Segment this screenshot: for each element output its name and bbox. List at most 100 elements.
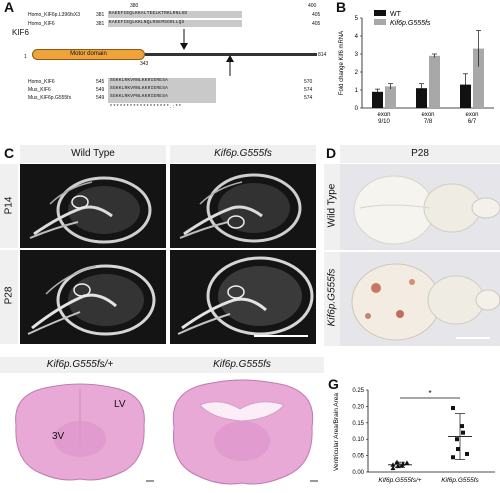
panel-g-letter: G (328, 376, 339, 392)
y-tick-label: 0.15 (352, 421, 364, 427)
seq-name: Homo_KIF6 (28, 79, 55, 85)
y-tick-label: 0.10 (352, 437, 364, 443)
row-label-p14: P14 (3, 196, 15, 215)
bar (385, 86, 396, 108)
seq-name: Homo_KIF6p.L396fsX3 (28, 12, 80, 18)
x-tick-label: 7/8 (424, 119, 433, 125)
brain-section-het: LV 3V (0, 375, 160, 487)
seq-text: SGKKLRKVRNLKKRIERESA (110, 86, 169, 91)
x-tick-label: 6/7 (468, 119, 477, 125)
brain-photo-wt (340, 164, 500, 250)
panel-d-header: P28 (340, 145, 500, 163)
bottom-alignment: Homo_KIF6 545 SGKKLRKVRNLKKRIERESA 570 M… (28, 78, 328, 111)
x-tick-label: Kif6p.G555fs (441, 477, 479, 484)
data-point (404, 460, 410, 465)
top-number-right: 400 (308, 3, 317, 9)
x-tick-label: exon (421, 112, 434, 118)
top-alignment: Homo_KIF6p.L396fsX3 381 KAEEFIEQLKKALTEE… (28, 11, 328, 32)
legend-swatch (374, 19, 386, 25)
xray-mutant-p14 (170, 164, 316, 248)
data-point (461, 430, 465, 435)
seq-start: 381 (96, 12, 105, 18)
legend-label: WT (390, 11, 402, 18)
row-label-mutant-text: Kif6p.G555fs (326, 268, 338, 327)
col-header-mutant-text: Kif6p.G555fs (214, 148, 272, 159)
frameshift-arrow-down-icon (180, 29, 188, 50)
protein-start: 1 (24, 54, 27, 60)
bar (473, 48, 484, 108)
seq-start: 549 (96, 87, 105, 93)
seq-start: 381 (96, 21, 105, 27)
panel-e-header-text: Kif6p.G555fs/+ (46, 359, 114, 370)
data-point (465, 451, 469, 456)
y-tick-label: 3 (355, 52, 359, 58)
brain-section-mutant (160, 375, 324, 487)
data-point (451, 406, 455, 411)
x-tick-label: exon (377, 112, 390, 118)
seq-name: Mus_KIF6p.G555fs (28, 95, 72, 101)
row-label-mutant-box: Kif6p.G555fs (324, 252, 340, 346)
y-tick-label: 0.20 (352, 404, 364, 410)
legend-label: Kif6p.G555fs (390, 20, 431, 27)
seq-shading (108, 20, 242, 27)
x-tick-label: Kif6p.G555fs/+ (378, 477, 421, 484)
x-tick-label: exon (465, 112, 478, 118)
seq-text: KAEEFIEQLKKALTEELKTRKLRNLSD (109, 11, 188, 16)
protein-backbone (145, 53, 317, 56)
motor-domain-bar: Motor domain (32, 49, 145, 60)
panel-a-alignment: 380 400 Homo_KIF6p.L396fsX3 381 KAEEFIEQ… (12, 3, 328, 131)
data-point (455, 437, 459, 442)
data-point (390, 465, 396, 471)
seq-start: 549 (96, 95, 105, 101)
bar (372, 91, 383, 108)
xray-wt-p28 (20, 250, 166, 344)
row-label-p28: P28 (3, 286, 15, 305)
y-tick-label: 0.00 (352, 470, 364, 476)
seq-shading (108, 78, 216, 103)
seq-text: SGKKLRKVPNLKKRIERESA (110, 94, 169, 99)
data-point (395, 463, 401, 469)
seq-name: Homo_KIF6 (28, 21, 55, 27)
y-axis-label: Ventricular Area/Brain Area (333, 393, 340, 471)
y-tick-label: 2 (355, 70, 359, 76)
panel-e-header: Kif6p.G555fs/+ (0, 357, 160, 373)
col-header-wild-type: Wild Type (20, 145, 166, 163)
seq-end: 574 (304, 95, 313, 101)
y-axis-label: Fold change Kif6 mRNA (339, 31, 345, 95)
bar (416, 88, 427, 108)
label-3v: 3V (52, 431, 65, 442)
col-header-mutant: Kif6p.G555fs (170, 145, 316, 163)
legend-swatch (374, 10, 386, 16)
xray-mutant-p28 (170, 250, 316, 344)
row-label-mutant: Kif6p.G555fs (327, 268, 338, 328)
seq-text: KAEEFIEQLKKLNQLRSEMSGRLLQS (109, 20, 185, 25)
protein-end: 814 (318, 52, 327, 58)
seq-end: 570 (304, 79, 313, 85)
panel-b-letter: B (336, 0, 347, 15)
data-point (456, 447, 460, 452)
x-tick-label: 9/10 (378, 119, 390, 125)
seq-end: 574 (304, 87, 313, 93)
row-label-p28-box: P28 (0, 250, 18, 344)
panel-a-letter: A (4, 0, 15, 15)
seq-name: Mus_KIF6 (28, 87, 51, 93)
significance-label: * (428, 389, 431, 398)
brain-photo-mutant (340, 252, 500, 346)
label-lv: LV (114, 399, 126, 410)
panel-g-scatter-plot: 0.00 0.05 0.10 0.15 0.20 0.25 Ventricular Area… (333, 388, 495, 484)
top-number-left: 380 (130, 3, 139, 9)
panel-c-letter: C (4, 145, 15, 161)
seq-end: 405 (312, 21, 321, 27)
data-point (460, 424, 464, 429)
frameshift-arrow-up-icon (226, 55, 234, 76)
xray-wt-p14 (20, 164, 166, 248)
bar (429, 55, 440, 108)
motor-domain-label: Motor domain (70, 51, 107, 57)
consensus-line: * * * * * * * * * * * * * * * * * * . : … (110, 104, 181, 110)
protein-name: KIF6 (12, 28, 29, 37)
y-tick-label: 1 (355, 88, 359, 94)
seq-end: 405 (312, 12, 321, 18)
panel-d-letter: D (326, 145, 337, 161)
y-tick-label: 0.25 (352, 388, 364, 394)
